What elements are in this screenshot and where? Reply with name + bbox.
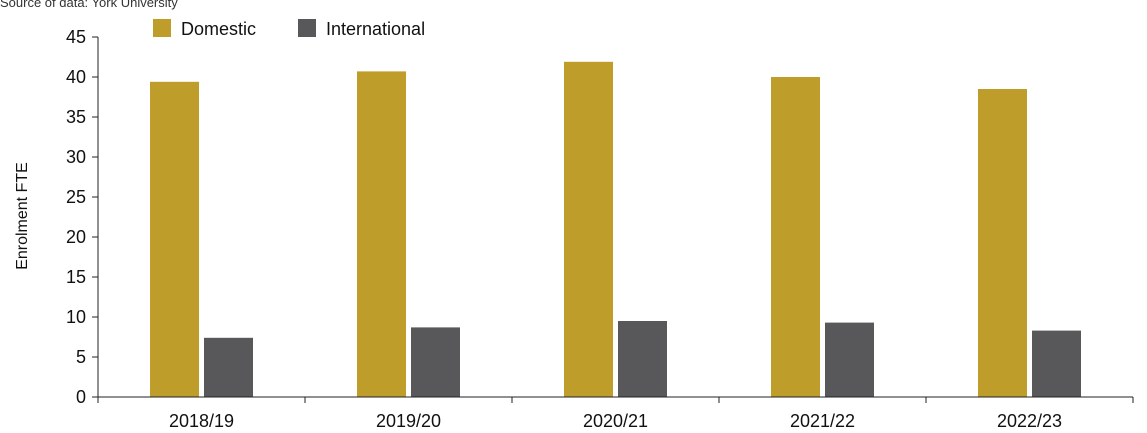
bar-international-2021-22 xyxy=(825,322,874,397)
y-tick-label-0: 0 xyxy=(76,387,86,407)
bar-international-2022-23 xyxy=(1032,330,1081,397)
legend: Domestic International xyxy=(153,19,425,39)
bar-domestic-2020-21 xyxy=(564,61,613,398)
x-tick-label-2022-23: 2022/23 xyxy=(997,411,1062,431)
y-tick-label-5: 5 xyxy=(76,347,86,367)
bar-international-2020-21 xyxy=(618,321,667,397)
bar-international-2018-19 xyxy=(204,337,253,397)
bar-domestic-2019-20 xyxy=(357,71,406,398)
bar-domestic-2022-23 xyxy=(978,89,1027,397)
bar-domestic-2018-19 xyxy=(150,81,199,398)
y-tick-label-30: 30 xyxy=(66,147,86,167)
legend-swatch-domestic xyxy=(153,19,171,37)
bar-domestic-2021-22 xyxy=(771,77,820,397)
bar-international-2019-20 xyxy=(411,327,460,397)
x-tick-label-2018-19: 2018/19 xyxy=(169,411,234,431)
source-note: Source of data: York University xyxy=(0,0,178,10)
x-tick-label-2020-21: 2020/21 xyxy=(583,411,648,431)
legend-label-international: International xyxy=(326,19,425,39)
legend-swatch-international xyxy=(298,19,316,37)
y-tick-label-40: 40 xyxy=(66,67,86,87)
y-tick-label-15: 15 xyxy=(66,267,86,287)
y-tick-label-35: 35 xyxy=(66,107,86,127)
y-tick-label-20: 20 xyxy=(66,227,86,247)
y-tick-label-10: 10 xyxy=(66,307,86,327)
y-tick-label-45: 45 xyxy=(66,27,86,47)
plot-area: 0 5 10 15 20 25 30 35 40 45 2018/19 2019/20 2020/21 2… xyxy=(66,27,1134,431)
x-tick-label-2021-22: 2021/22 xyxy=(790,411,855,431)
legend-label-domestic: Domestic xyxy=(181,19,256,39)
y-axis-label: Enrolment FTE xyxy=(14,162,31,270)
y-tick-label-25: 25 xyxy=(66,187,86,207)
x-tick-label-2019-20: 2019/20 xyxy=(376,411,441,431)
